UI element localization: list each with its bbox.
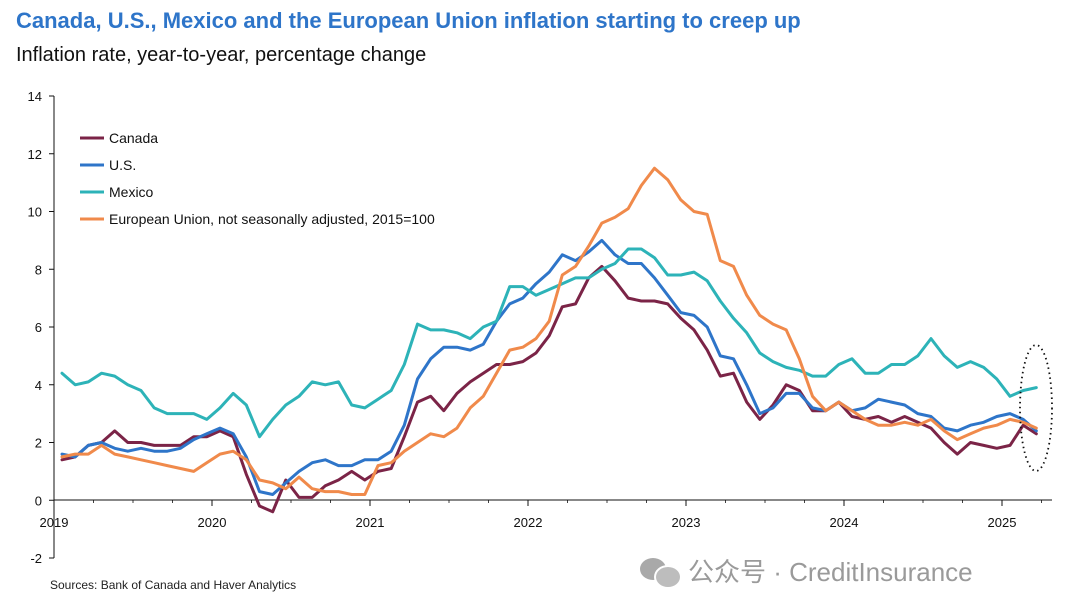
chart-legend: Canada U.S. Mexico European Union, not seas…: [80, 130, 435, 227]
series-line-3: [60, 166, 1038, 496]
y-tick-label: 6: [35, 320, 42, 335]
y-tick-label: 10: [28, 205, 42, 220]
wechat-icon: [640, 556, 682, 589]
x-tick-label: 2022: [514, 515, 543, 530]
x-tick-label: 2024: [830, 515, 859, 530]
y-tick-label: 12: [28, 147, 42, 162]
chart-title: Canada, U.S., Mexico and the European Un…: [16, 8, 801, 33]
x-tick-label: 2021: [356, 515, 385, 530]
x-tick-label: 2023: [672, 515, 701, 530]
legend-label: Canada: [109, 130, 158, 146]
chart-axes: 14 12 10 8 6 4 2 0 -2 2019 2020 2021 2022 2023 2024 202…: [28, 89, 1052, 566]
legend-label: European Union, not seasonally adjusted,…: [109, 211, 435, 227]
y-tick-label: 4: [35, 378, 42, 393]
source-note: Sources: Bank of Canada and Haver Analyt…: [50, 578, 297, 592]
highlight-ellipse: [1019, 344, 1053, 472]
y-tick-label: 8: [35, 262, 42, 277]
x-tick-label: 2025: [988, 515, 1017, 530]
y-tick-label: -2: [30, 551, 42, 566]
y-tick-label: 2: [35, 436, 42, 451]
series-line-0: [60, 264, 1038, 514]
y-tick-label: 14: [28, 89, 42, 104]
chart-series: [60, 166, 1038, 514]
y-tick-label: 0: [35, 493, 42, 508]
legend-label: U.S.: [109, 157, 136, 173]
watermark: 公众号 · CreditInsurance: [640, 552, 973, 589]
legend-label: Mexico: [109, 184, 154, 200]
x-tick-label: 2019: [40, 515, 69, 530]
x-tick-label: 2020: [198, 515, 227, 530]
watermark-text: 公众号 · CreditInsurance: [688, 557, 973, 587]
series-line-2: [60, 247, 1038, 439]
chart-subtitle: Inflation rate, year-to-year, percentage…: [16, 44, 427, 66]
series-line-1: [60, 238, 1038, 496]
